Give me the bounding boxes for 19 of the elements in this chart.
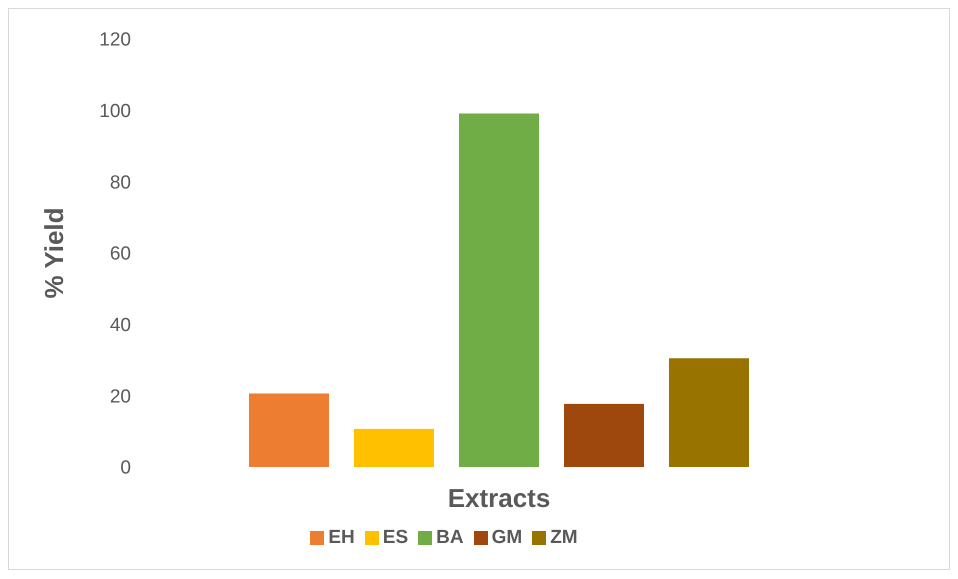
legend-label: BA: [436, 527, 464, 548]
y-tick-label: 0: [120, 458, 131, 479]
y-tick-label: 80: [110, 172, 131, 194]
y-tick-label: 100: [99, 101, 131, 122]
bar: [354, 428, 434, 467]
x-axis-title: Extracts: [448, 483, 550, 513]
y-axis-title: % Yield: [39, 207, 70, 299]
bar: [459, 114, 539, 467]
legend-label: EH: [328, 527, 355, 548]
bar: [564, 404, 644, 467]
bar: [249, 394, 329, 467]
bar: [669, 358, 749, 467]
legend-label: ES: [382, 527, 408, 548]
legend-label: ZM: [550, 527, 578, 548]
y-tick-label: 40: [110, 315, 131, 336]
y-tick-label: 20: [110, 386, 131, 408]
legend-label: GM: [492, 527, 522, 548]
y-tick-label: 120: [99, 30, 131, 51]
y-tick-label: 60: [110, 244, 131, 265]
